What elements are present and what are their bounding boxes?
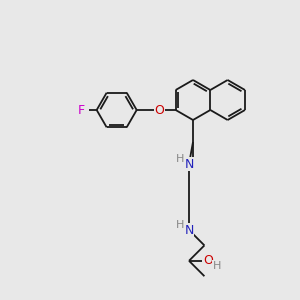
Text: O: O bbox=[155, 103, 165, 116]
Text: H: H bbox=[212, 261, 221, 271]
Text: H: H bbox=[176, 154, 184, 164]
Text: N: N bbox=[184, 224, 194, 236]
Text: F: F bbox=[78, 103, 85, 116]
Text: H: H bbox=[176, 220, 184, 230]
Text: N: N bbox=[184, 158, 194, 170]
Text: O: O bbox=[203, 254, 213, 267]
